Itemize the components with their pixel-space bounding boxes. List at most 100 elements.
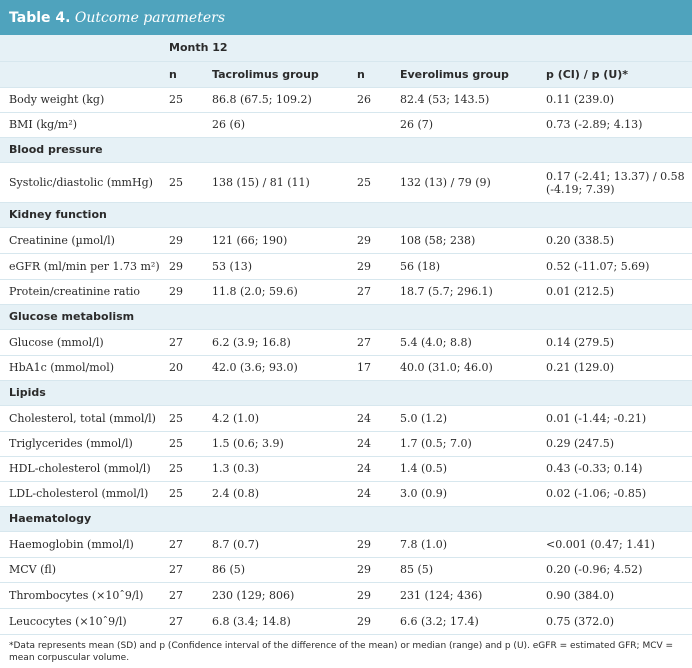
table-row: MCV (fl) 27 86 (5) 29 85 (5) 0.20 (-0.96…	[0, 557, 692, 583]
value-tacrolimus: 1.5 (0.6; 3.9)	[211, 431, 357, 457]
tacrolimus-group-header: Tacrolimus group	[212, 67, 319, 81]
row-label: HDL-cholesterol (mmol/l)	[0, 456, 169, 482]
value-everolimus: 18.7 (5.7; 296.1)	[399, 279, 545, 305]
p-value: <0.001 (0.47; 1.41)	[545, 531, 692, 558]
n-tacrolimus: 25	[169, 162, 211, 203]
outcome-parameters-table: Month 12 n Tacrolimus group n Everolimus…	[0, 35, 692, 635]
value-everolimus: 132 (13) / 79 (9)	[399, 162, 545, 203]
p-value: 0.17 (-2.41; 13.37) / 0.58 (-4.19; 7.39)	[545, 162, 692, 203]
table-row: Leucocytes (×10ˆ9/l) 27 6.8 (3.4; 14.8) …	[0, 608, 692, 635]
value-everolimus: 231 (124; 436)	[399, 582, 545, 609]
value-everolimus: 7.8 (1.0)	[399, 531, 545, 558]
row-label: MCV (fl)	[0, 557, 169, 583]
table-number: Table 4.	[9, 10, 71, 26]
value-tacrolimus: 86 (5)	[211, 557, 357, 583]
value-tacrolimus: 138 (15) / 81 (11)	[211, 162, 357, 203]
p-value: 0.20 (-0.96; 4.52)	[545, 557, 692, 583]
value-tacrolimus: 230 (129; 806)	[211, 582, 357, 609]
row-label: Cholesterol, total (mmol/l)	[0, 405, 169, 432]
n-everolimus: 24	[357, 405, 399, 432]
n-tacrolimus: 27	[169, 557, 211, 583]
p-value: 0.11 (239.0)	[545, 87, 692, 113]
p-value: 0.75 (372.0)	[545, 608, 692, 635]
table-caption: Outcome parameters	[74, 10, 226, 26]
value-everolimus: 56 (18)	[399, 253, 545, 280]
n-everolimus: 24	[357, 456, 399, 482]
value-tacrolimus: 26 (6)	[211, 112, 357, 138]
n-everolimus: 17	[357, 355, 399, 381]
n-everolimus: 25	[357, 162, 399, 203]
row-label: Triglycerides (mmol/l)	[0, 431, 169, 457]
table-footnote: *Data represents mean (SD) and p (Confid…	[9, 641, 674, 663]
value-everolimus: 6.6 (3.2; 17.4)	[399, 608, 545, 635]
section-row: Lipids	[0, 380, 692, 406]
p-value: 0.52 (-11.07; 5.69)	[545, 253, 692, 280]
table-row: eGFR (ml/min per 1.73 m²) 29 53 (13) 29 …	[0, 253, 692, 280]
section-row: Kidney function	[0, 202, 692, 228]
n-tacrolimus: 29	[169, 279, 211, 305]
n-tacrolimus: 25	[169, 405, 211, 432]
n-everolimus	[357, 112, 399, 138]
value-everolimus: 3.0 (0.9)	[399, 481, 545, 507]
n-everolimus: 27	[357, 279, 399, 305]
value-everolimus: 40.0 (31.0; 46.0)	[399, 355, 545, 381]
period-header: Month 12	[169, 41, 228, 55]
column-header-row: n Tacrolimus group n Everolimus group p …	[0, 61, 692, 88]
n-tacrolimus: 25	[169, 431, 211, 457]
value-everolimus: 1.4 (0.5)	[399, 456, 545, 482]
row-label: Leucocytes (×10ˆ9/l)	[0, 608, 169, 635]
p-value: 0.29 (247.5)	[545, 431, 692, 457]
table-row: Cholesterol, total (mmol/l) 25 4.2 (1.0)…	[0, 405, 692, 432]
value-tacrolimus: 6.2 (3.9; 16.8)	[211, 329, 357, 356]
value-everolimus: 5.4 (4.0; 8.8)	[399, 329, 545, 356]
value-tacrolimus: 11.8 (2.0; 59.6)	[211, 279, 357, 305]
value-tacrolimus: 1.3 (0.3)	[211, 456, 357, 482]
p-value: 0.73 (-2.89; 4.13)	[545, 112, 692, 138]
table-row: LDL-cholesterol (mmol/l) 25 2.4 (0.8) 24…	[0, 481, 692, 507]
section-heading: Blood pressure	[9, 143, 103, 156]
n-everolimus: 26	[357, 87, 399, 113]
p-value: 0.02 (-1.06; -0.85)	[545, 481, 692, 507]
row-label: eGFR (ml/min per 1.73 m²)	[0, 253, 169, 280]
value-everolimus: 1.7 (0.5; 7.0)	[399, 431, 545, 457]
value-tacrolimus: 4.2 (1.0)	[211, 405, 357, 432]
row-label: Body weight (kg)	[0, 87, 169, 113]
p-value: 0.01 (-1.44; -0.21)	[545, 405, 692, 432]
n-tacrolimus: 27	[169, 531, 211, 558]
value-tacrolimus: 8.7 (0.7)	[211, 531, 357, 558]
n-header-everolimus: n	[357, 67, 365, 81]
value-tacrolimus: 2.4 (0.8)	[211, 481, 357, 507]
p-value: 0.20 (338.5)	[545, 227, 692, 254]
n-tacrolimus: 25	[169, 87, 211, 113]
value-everolimus: 108 (58; 238)	[399, 227, 545, 254]
table-row: Protein/creatinine ratio 29 11.8 (2.0; 5…	[0, 279, 692, 305]
table-row: Body weight (kg) 25 86.8 (67.5; 109.2) 2…	[0, 87, 692, 113]
table-row: Thrombocytes (×10ˆ9/l) 27 230 (129; 806)…	[0, 582, 692, 609]
value-everolimus: 26 (7)	[399, 112, 545, 138]
value-everolimus: 82.4 (53; 143.5)	[399, 87, 545, 113]
value-tacrolimus: 121 (66; 190)	[211, 227, 357, 254]
n-tacrolimus: 25	[169, 481, 211, 507]
n-tacrolimus: 29	[169, 253, 211, 280]
row-label: LDL-cholesterol (mmol/l)	[0, 481, 169, 507]
section-row: Haematology	[0, 506, 692, 532]
row-label: Systolic/diastolic (mmHg)	[0, 162, 169, 203]
n-everolimus: 29	[357, 557, 399, 583]
n-tacrolimus	[169, 112, 211, 138]
value-everolimus: 5.0 (1.2)	[399, 405, 545, 432]
section-heading: Glucose metabolism	[9, 310, 135, 323]
table-row: Triglycerides (mmol/l) 25 1.5 (0.6; 3.9)…	[0, 431, 692, 457]
p-value: 0.43 (-0.33; 0.14)	[545, 456, 692, 482]
n-tacrolimus: 29	[169, 227, 211, 254]
n-tacrolimus: 20	[169, 355, 211, 381]
n-everolimus: 27	[357, 329, 399, 356]
n-tacrolimus: 27	[169, 582, 211, 609]
table-row: BMI (kg/m²) 26 (6) 26 (7) 0.73 (-2.89; 4…	[0, 112, 692, 138]
row-label: Thrombocytes (×10ˆ9/l)	[0, 582, 169, 609]
n-tacrolimus: 25	[169, 456, 211, 482]
n-everolimus: 29	[357, 608, 399, 635]
table-row: Haemoglobin (mmol/l) 27 8.7 (0.7) 29 7.8…	[0, 531, 692, 558]
p-value: 0.90 (384.0)	[545, 582, 692, 609]
n-everolimus: 29	[357, 227, 399, 254]
